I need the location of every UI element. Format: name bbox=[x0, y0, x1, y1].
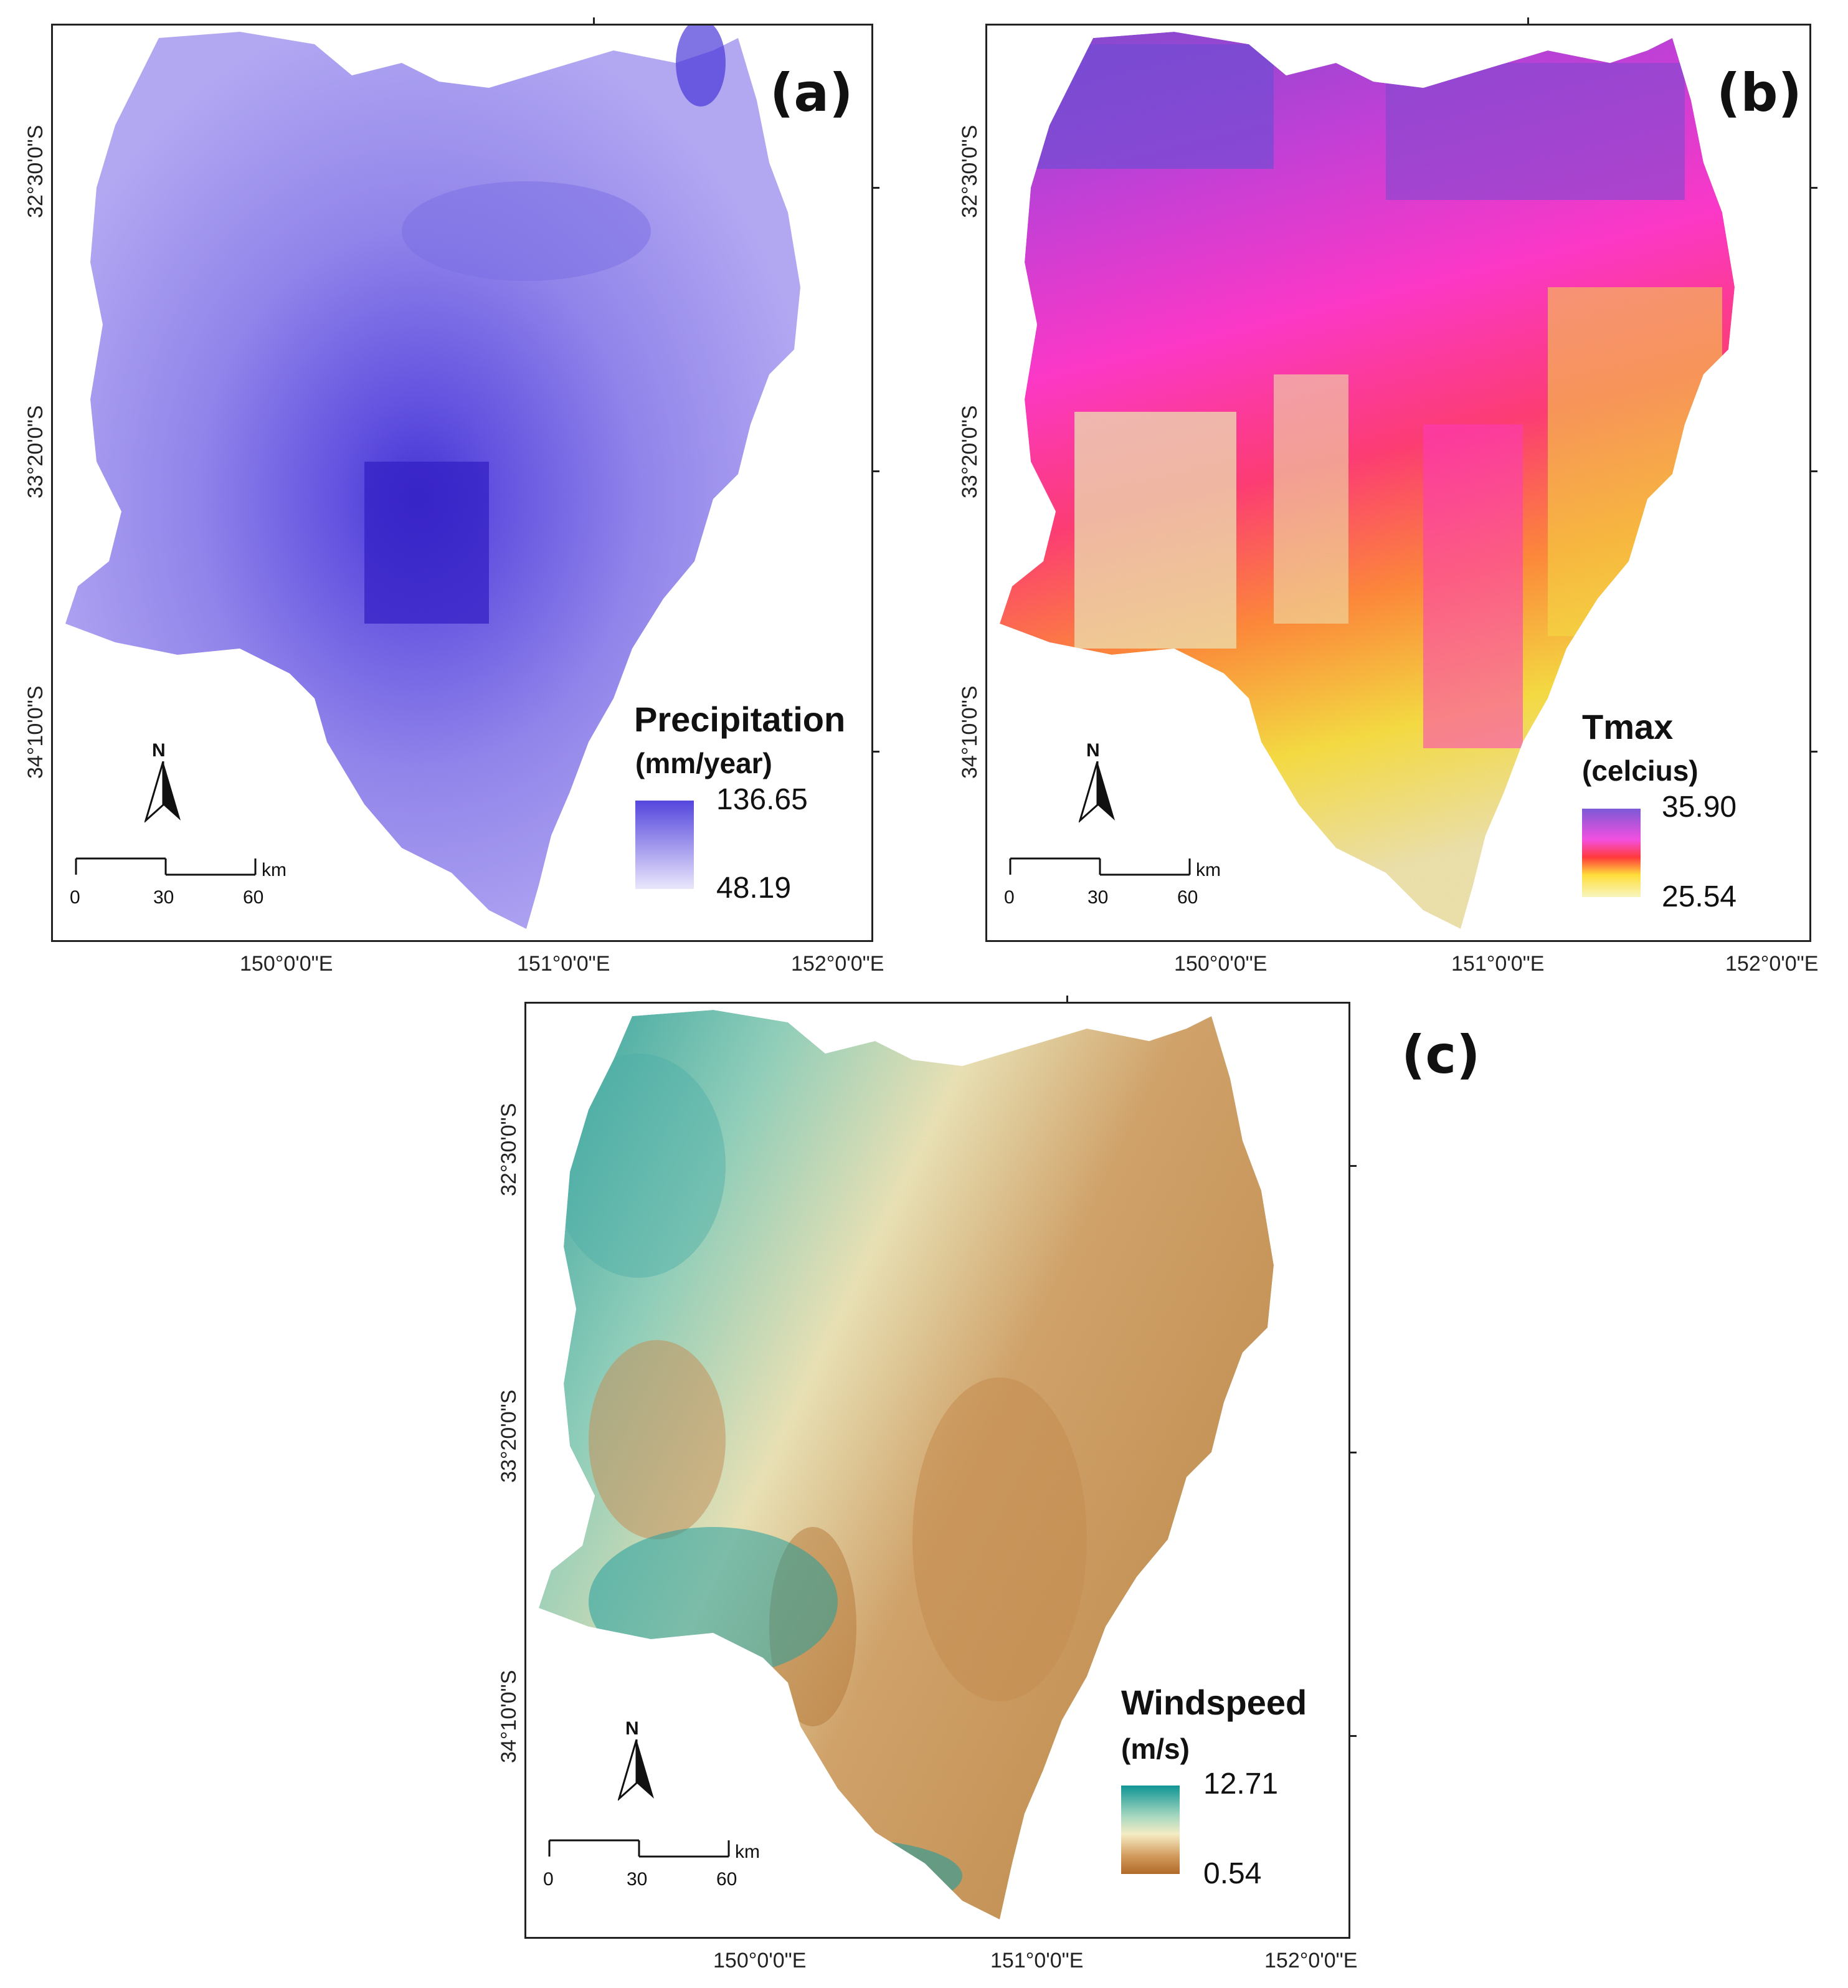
panel-label-a: (a) bbox=[770, 62, 853, 123]
legend-unit-c: (m/s) bbox=[1121, 1733, 1190, 1765]
legend-min-b: 25.54 bbox=[1662, 880, 1737, 913]
legend-max-c: 12.71 bbox=[1203, 1767, 1279, 1800]
lon-label-2c: 151°0'0"E bbox=[990, 1949, 1084, 1972]
tmax-map bbox=[987, 26, 1809, 940]
lon-label-3c: 152°0'0"E bbox=[1264, 1949, 1358, 1972]
lat-label-2: 33°20'0"S bbox=[24, 405, 47, 498]
legend-max-b: 35.90 bbox=[1662, 791, 1737, 824]
north-arrow-icon bbox=[1079, 761, 1115, 823]
panel-precipitation: (a) 32°30'0"S 33°20'0"S 34°10'0"S 150°0'… bbox=[0, 0, 909, 976]
scale-bar-icon bbox=[75, 857, 257, 876]
scale-tick-60-a: 60 bbox=[243, 887, 264, 908]
legend-title-a: Precipitation bbox=[634, 700, 846, 739]
scale-tick-60-c: 60 bbox=[716, 1869, 737, 1890]
precipitation-map bbox=[65, 26, 800, 929]
north-arrow-icon bbox=[618, 1739, 654, 1801]
scale-tick-30-a: 30 bbox=[153, 887, 174, 908]
legend-ramp-a bbox=[635, 801, 694, 889]
panel-windspeed: (c) 32°30'0"S 33°20'0"S 34°10'0"S 150°0'… bbox=[473, 972, 1481, 1981]
lat-label-2b: 33°20'0"S bbox=[958, 405, 982, 498]
map-frame-b bbox=[985, 24, 1811, 942]
legend-unit-a: (mm/year) bbox=[635, 747, 772, 779]
panel-label-c: (c) bbox=[1401, 1024, 1481, 1085]
scale-bar-icon bbox=[548, 1839, 730, 1858]
north-label-a: N bbox=[152, 740, 166, 761]
legend-ramp-c bbox=[1121, 1786, 1180, 1874]
lat-label-2c: 33°20'0"S bbox=[497, 1389, 521, 1483]
scale-tick-30-c: 30 bbox=[627, 1869, 648, 1890]
scale-tick-0-c: 0 bbox=[543, 1869, 554, 1890]
legend-min-a: 48.19 bbox=[716, 872, 792, 905]
legend-min-c: 0.54 bbox=[1203, 1857, 1262, 1890]
lat-label-3b: 34°10'0"S bbox=[958, 685, 982, 779]
scale-tick-0-b: 0 bbox=[1004, 887, 1015, 908]
north-label-c: N bbox=[625, 1718, 639, 1739]
lon-label-1: 150°0'0"E bbox=[240, 952, 333, 976]
legend-max-a: 136.65 bbox=[716, 783, 808, 816]
panel-label-b: (b) bbox=[1717, 62, 1802, 123]
panel-tmax: (b) 32°30'0"S 33°20'0"S 34°10'0"S 150°0'… bbox=[934, 0, 1844, 976]
lon-label-1b: 150°0'0"E bbox=[1174, 952, 1268, 976]
lat-label-3: 34°10'0"S bbox=[24, 685, 47, 779]
lat-label-3c: 34°10'0"S bbox=[497, 1670, 521, 1763]
scale-tick-0-a: 0 bbox=[70, 887, 80, 908]
legend-ramp-b bbox=[1582, 809, 1641, 897]
scale-tick-60-b: 60 bbox=[1177, 887, 1198, 908]
lon-label-3b: 152°0'0"E bbox=[1725, 952, 1819, 976]
map-frame-a bbox=[51, 24, 873, 942]
lon-label-2: 151°0'0"E bbox=[517, 952, 610, 976]
legend-title-b: Tmax bbox=[1582, 707, 1674, 746]
lat-label-1c: 32°30'0"S bbox=[497, 1103, 521, 1196]
legend-unit-b: (celcius) bbox=[1582, 754, 1699, 787]
scale-unit-c: km bbox=[735, 1842, 760, 1862]
north-arrow-icon bbox=[145, 761, 181, 823]
scale-bar-icon bbox=[1009, 857, 1191, 876]
windspeed-map bbox=[526, 1004, 1348, 1937]
lat-label-1: 32°30'0"S bbox=[24, 125, 47, 218]
scale-unit-b: km bbox=[1196, 860, 1221, 880]
lat-label-1b: 32°30'0"S bbox=[958, 125, 982, 218]
lon-label-2b: 151°0'0"E bbox=[1451, 952, 1545, 976]
lon-label-3: 152°0'0"E bbox=[791, 952, 884, 976]
scale-tick-30-b: 30 bbox=[1087, 887, 1109, 908]
north-label-b: N bbox=[1086, 740, 1100, 761]
scale-unit-a: km bbox=[262, 860, 287, 880]
legend-title-c: Windspeed bbox=[1121, 1683, 1307, 1722]
map-frame-c bbox=[524, 1002, 1350, 1939]
lon-label-1c: 150°0'0"E bbox=[713, 1949, 807, 1972]
